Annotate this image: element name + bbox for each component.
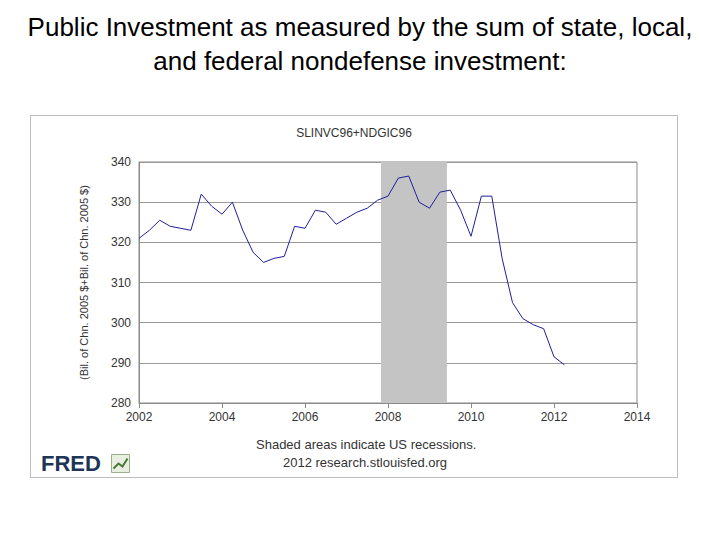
svg-text:(Bil. of Chn. 2005 $+Bil. of C: (Bil. of Chn. 2005 $+Bil. of Chn. 2005 $…	[78, 185, 90, 380]
svg-text:SLINVC96+NDGIC96: SLINVC96+NDGIC96	[296, 126, 412, 140]
svg-text:2012: 2012	[541, 410, 568, 424]
html-text:Public Investment as measured: Public Investment as measured by the sum…	[27, 12, 693, 76]
svg-text:310: 310	[111, 276, 131, 290]
svg-text:290: 290	[111, 356, 131, 370]
svg-text:2004: 2004	[209, 410, 236, 424]
svg-text:2012 research.stlouisfed.org: 2012 research.stlouisfed.org	[283, 455, 447, 470]
svg-text:330: 330	[111, 195, 131, 209]
svg-text:2002: 2002	[126, 410, 153, 424]
svg-text:2006: 2006	[292, 410, 319, 424]
svg-text:FRED: FRED	[41, 451, 101, 476]
svg-text:2008: 2008	[375, 410, 402, 424]
svg-text:300: 300	[111, 316, 131, 330]
svg-text:Shaded areas indicate US reces: Shaded areas indicate US recessions.	[256, 437, 476, 452]
svg-text:320: 320	[111, 235, 131, 249]
svg-text:340: 340	[111, 155, 131, 169]
svg-text:280: 280	[111, 396, 131, 410]
svg-text:2014: 2014	[624, 410, 651, 424]
svg-text:2010: 2010	[458, 410, 485, 424]
